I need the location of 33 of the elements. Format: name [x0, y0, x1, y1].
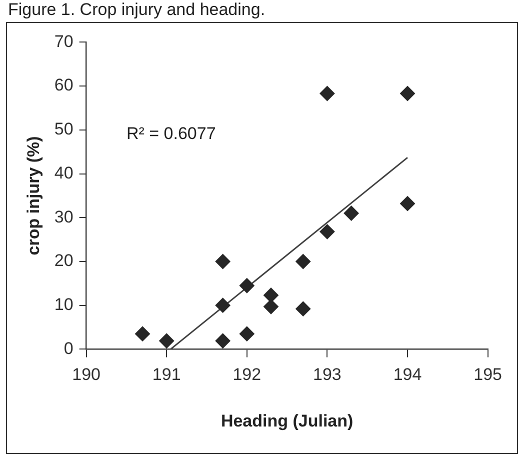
- point: [296, 254, 311, 269]
- y-tick-label: 70: [54, 32, 74, 51]
- y-axis-title: crop injury (%): [24, 136, 43, 256]
- y-tick-label: 10: [54, 295, 74, 314]
- point: [239, 278, 254, 294]
- point: [296, 301, 311, 316]
- point: [215, 298, 230, 313]
- x-tick-label: 193: [313, 365, 342, 384]
- x-tick-label: 190: [72, 365, 100, 384]
- chart-title: Figure 1. Crop injury and heading.: [8, 0, 266, 20]
- point: [264, 299, 279, 314]
- x-axis-title: Heading (Julian): [220, 411, 354, 430]
- y-tick-label: 20: [54, 251, 74, 270]
- y-tick-label: 60: [54, 76, 74, 95]
- y-tick-label: 30: [54, 207, 74, 226]
- point: [135, 326, 150, 342]
- point: [400, 86, 416, 102]
- point: [215, 254, 230, 269]
- y-tick-label: 40: [54, 163, 74, 182]
- point: [320, 224, 335, 240]
- x-tick-label: 195: [474, 365, 502, 384]
- x-tick-label: 191: [152, 365, 181, 384]
- y-tick-label: 50: [54, 120, 74, 139]
- point: [400, 196, 416, 212]
- x-tick-label: 192: [232, 365, 262, 384]
- point: [344, 206, 359, 221]
- y-tick-label: 0: [64, 338, 74, 358]
- x-tick-label: 194: [393, 365, 422, 384]
- point: [239, 326, 254, 342]
- annotation: R² = 0.6077: [126, 124, 216, 143]
- point: [215, 333, 230, 348]
- point: [159, 333, 174, 348]
- point: [320, 86, 335, 102]
